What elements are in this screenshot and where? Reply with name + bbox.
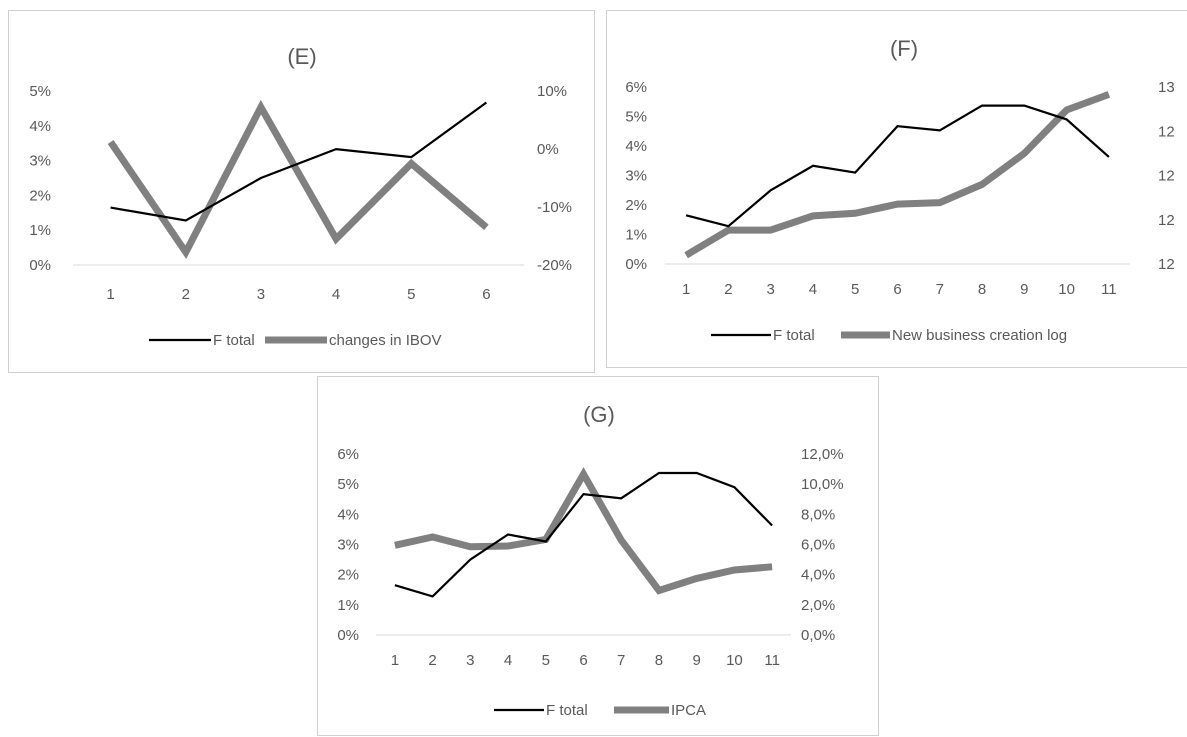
x-tick-label: 3 [767,281,775,298]
x-tick-label: 10 [1058,281,1075,298]
x-tick-label: 6 [482,286,490,303]
x-tick-label: 4 [504,652,512,669]
y-left-tick-label: 1% [625,227,647,244]
legend-label: F total [773,327,815,344]
x-tick-label: 7 [936,281,944,298]
y-left-tick-label: 3% [29,153,51,170]
y-right-tick-label: 12 [1158,123,1175,140]
y-right-tick-label: 8,0% [801,506,835,523]
y-right-tick-label: 13 [1158,79,1175,96]
x-tick-label: 10 [726,652,743,669]
x-tick-label: 2 [182,286,190,303]
y-left-tick-label: 4% [337,506,359,523]
series-line-right-f [684,91,1111,259]
chart-title-e: (E) [287,44,316,69]
x-tick-label: 8 [978,281,986,298]
y-left-tick-label: 3% [625,168,647,185]
x-tick-label: 8 [655,652,663,669]
y-left-tick-label: 5% [337,476,359,493]
legend-label: changes in IBOV [329,332,442,349]
y-right-tick-label: 10% [537,83,567,100]
chart-g-svg: (G) 0% 1% 2% 3% 4% 5% 6% 0,0% 2,0% 4,0% 6,0% 8,0% 10,… [337,402,844,719]
y-left-tick-label: 0% [337,627,359,644]
x-tick-label: 3 [466,652,474,669]
y-right-tick-label: -20% [537,257,572,274]
x-tick-label: 4 [332,286,340,303]
y-right-tick-label: 12,0% [801,446,844,463]
x-tick-label: 5 [407,286,415,303]
y-left-tick-label: 0% [625,256,647,273]
chart-panel-g: (G) 0% 1% 2% 3% 4% 5% 6% 0,0% 2,0% 4,0% 6,0% 8,0% 10,… [317,376,879,736]
legend-label: F total [546,702,588,719]
y-right-tick-label: 12 [1158,256,1175,273]
x-tick-label: 4 [809,281,817,298]
chart-panel-e: (E) 0% 1% 2% 3% 4% 5% -20% -10% 0% 10% 1 2 3 4 5 6 F tota… [8,10,595,373]
y-left-tick-label: 4% [625,138,647,155]
y-right-tick-label: 6,0% [801,537,835,554]
series-line-left-e [110,101,488,222]
legend-label: IPCA [671,702,706,719]
x-tick-label: 6 [893,281,901,298]
y-left-tick-label: 5% [29,83,51,100]
x-tick-label: 2 [428,652,436,669]
x-tick-label: 11 [1101,281,1117,298]
y-right-tick-label: 12 [1158,212,1175,229]
x-tick-label: 9 [1020,281,1028,298]
x-tick-label: 11 [764,652,780,669]
y-left-tick-label: 1% [337,597,359,614]
chart-panel-f: (F) 0% 1% 2% 3% 4% 5% 6% 12 12 12 12 13 1 2 3 4 5 6 7 8 9 10 11… [606,10,1187,368]
x-tick-label: 1 [682,281,690,298]
series-line-right-g [394,467,773,595]
y-right-tick-label: 2,0% [801,597,835,614]
y-left-tick-label: 5% [625,109,647,126]
x-tick-label: 3 [257,286,265,303]
legend-label: F total [213,332,255,349]
y-right-tick-label: 0% [537,141,559,158]
chart-title-f: (F) [890,36,918,61]
chart-e-svg: (E) 0% 1% 2% 3% 4% 5% -20% -10% 0% 10% 1 2 3 4 5 6 F tota… [29,44,572,349]
x-tick-label: 1 [106,286,114,303]
chart-title-g: (G) [583,402,615,427]
x-tick-label: 2 [724,281,732,298]
series-line-right-e [107,99,489,260]
y-left-tick-label: 1% [29,222,51,239]
x-tick-label: 5 [542,652,550,669]
y-left-tick-label: 2% [337,567,359,584]
y-left-tick-label: 0% [29,257,51,274]
series-line-left-f [685,104,1110,228]
x-tick-label: 5 [851,281,859,298]
y-left-tick-label: 2% [625,197,647,214]
y-left-tick-label: 6% [625,79,647,96]
x-tick-label: 7 [617,652,625,669]
y-left-tick-label: 4% [29,118,51,135]
y-left-tick-label: 3% [337,537,359,554]
y-right-tick-label: 4,0% [801,567,835,584]
series-line-left-g [394,471,773,598]
y-left-tick-label: 2% [29,187,51,204]
x-tick-label: 1 [391,652,399,669]
legend-label: New business creation log [892,327,1067,344]
x-tick-label: 6 [579,652,587,669]
y-right-tick-label: 10,0% [801,476,844,493]
y-left-tick-label: 6% [337,446,359,463]
y-right-tick-label: -10% [537,199,572,216]
y-right-tick-label: 12 [1158,168,1175,185]
y-right-tick-label: 0,0% [801,627,835,644]
x-tick-label: 9 [693,652,701,669]
